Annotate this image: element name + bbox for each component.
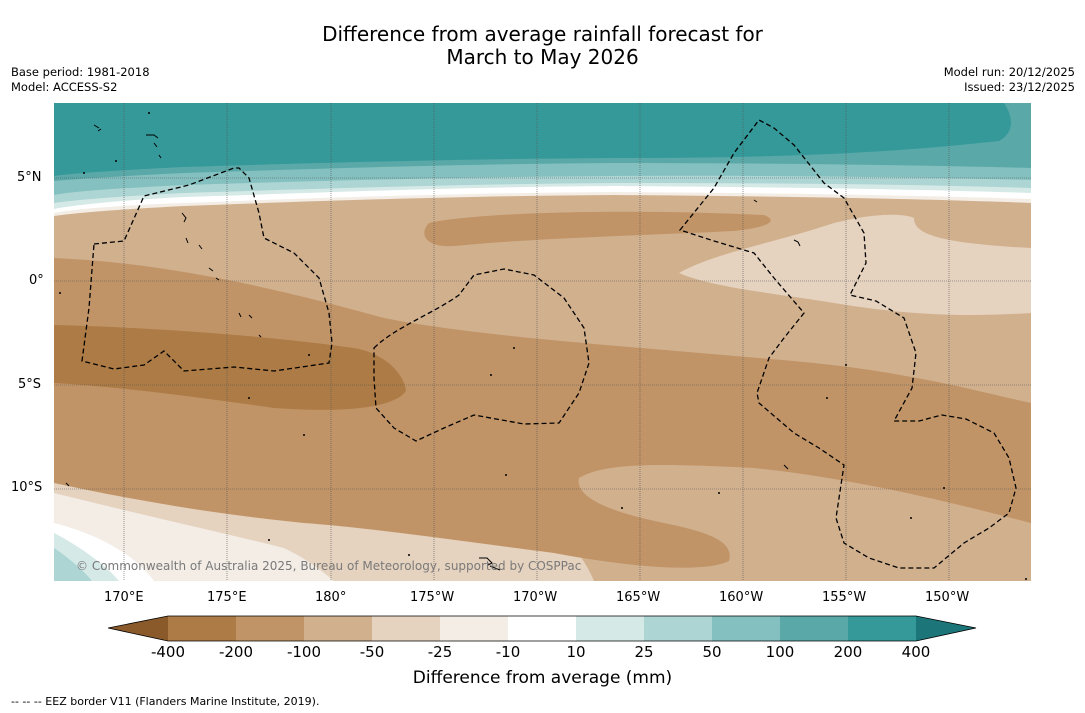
colorbar-bin-plus100	[780, 616, 848, 641]
rainfall-anomaly-map: © Commonwealth of Australia 2025, Bureau…	[54, 103, 1031, 581]
colorbar-bin-minus200	[236, 616, 304, 641]
lon-label-150w: 150°W	[925, 590, 970, 605]
colorbar-tick: 400	[901, 643, 931, 661]
colorbar-tick: 200	[833, 643, 863, 661]
island-dot	[505, 474, 507, 476]
colorbar-extend-high	[916, 616, 976, 641]
lon-label-170w: 170°W	[513, 590, 558, 605]
colorbar-bin-plus200	[848, 616, 916, 641]
island-dot	[1025, 578, 1027, 580]
lat-label-5n: 5°N	[17, 170, 42, 185]
colorbar-tick: 100	[765, 643, 795, 661]
island-dot	[845, 364, 847, 366]
colorbar-tick: -100	[286, 643, 322, 661]
band-minus50-east	[679, 214, 1031, 315]
base-period-label: Base period: 1981-2018	[11, 65, 150, 79]
colorbar-bin-minus50	[372, 616, 440, 641]
island-1	[93, 124, 102, 132]
eez-borders	[81, 119, 1017, 569]
island-4	[238, 312, 262, 338]
eez-footnote: -- -- -- EEZ border V11 (Flanders Marine…	[11, 695, 320, 708]
island-dot	[59, 292, 61, 294]
island-dot	[826, 397, 828, 399]
colorbar-bin-minus10	[508, 616, 576, 641]
lon-label-175w: 175°W	[410, 590, 455, 605]
colorbar-title: Difference from average (mm)	[412, 668, 673, 688]
island-dots	[59, 112, 1027, 580]
colorbar-bin-minus400	[168, 616, 236, 641]
eez-tokelau	[373, 268, 590, 442]
island-2	[146, 134, 162, 159]
island-outlines	[65, 124, 801, 571]
island-dot	[308, 354, 310, 356]
island-dot	[148, 112, 150, 114]
eez-cook-islands	[678, 119, 1017, 569]
lat-label-5s: 5°S	[18, 377, 42, 392]
island-dot	[490, 374, 492, 376]
island-dot	[621, 507, 623, 509]
island-dot	[83, 172, 85, 174]
band-plus25-south	[54, 548, 92, 581]
island-5	[753, 199, 801, 247]
island-7	[65, 464, 789, 487]
band-minus200-north	[424, 211, 771, 247]
colorbar-tick: -400	[150, 643, 186, 661]
copyright-notice: © Commonwealth of Australia 2025, Bureau…	[76, 559, 581, 573]
colorbar-bin-plus25	[644, 616, 712, 641]
island-dot	[910, 517, 912, 519]
model-run-label: Model run: 20/12/2025	[943, 65, 1075, 79]
colorbar-tick: -200	[218, 643, 254, 661]
lon-label-165w: 165°W	[616, 590, 661, 605]
lon-label-170e: 170°E	[104, 590, 144, 605]
band-plus200-north	[54, 103, 1011, 176]
island-dot	[513, 347, 515, 349]
lon-label-175e: 175°E	[207, 590, 247, 605]
colorbar-tick: 10	[566, 643, 586, 661]
island-dot	[248, 397, 250, 399]
chart-title-line1: Difference from average rainfall forecas…	[322, 22, 763, 46]
island-dot	[408, 554, 410, 556]
lat-label-0: 0°	[29, 273, 44, 288]
island-dot	[718, 492, 720, 494]
colorbar-tick: 25	[634, 643, 654, 661]
model-label: Model: ACCESS-S2	[11, 80, 118, 94]
colorbar	[108, 615, 977, 642]
colorbar-tick: -50	[359, 643, 385, 661]
colorbar-bin-plus50	[712, 616, 780, 641]
colorbar-bin-minus100	[304, 616, 372, 641]
island-dot	[268, 539, 270, 541]
colorbar-tick: 50	[702, 643, 722, 661]
island-3	[181, 212, 220, 281]
colorbar-extend-low	[108, 616, 168, 641]
lon-label-160w: 160°W	[719, 590, 764, 605]
band-minus400	[54, 325, 406, 410]
colorbar-tick: -25	[427, 643, 453, 661]
island-dot	[303, 434, 305, 436]
island-6	[479, 557, 501, 571]
lon-label-155w: 155°W	[822, 590, 867, 605]
lon-label-180: 180°	[315, 590, 347, 605]
colorbar-bin-minus25	[440, 616, 508, 641]
chart-title-line2: March to May 2026	[446, 45, 639, 69]
island-dot	[115, 160, 117, 162]
colorbar-outline	[108, 615, 977, 642]
island-dot	[943, 487, 945, 489]
band-minus200-central	[54, 258, 1031, 568]
colorbar-tick: -10	[495, 643, 521, 661]
issued-label: Issued: 23/12/2025	[964, 80, 1075, 94]
eez-tuvalu-kiribati-west	[81, 167, 333, 372]
lat-label-10s: 10°S	[11, 480, 43, 495]
map-graticule	[54, 103, 1031, 581]
colorbar-bin-plus10	[576, 616, 644, 641]
